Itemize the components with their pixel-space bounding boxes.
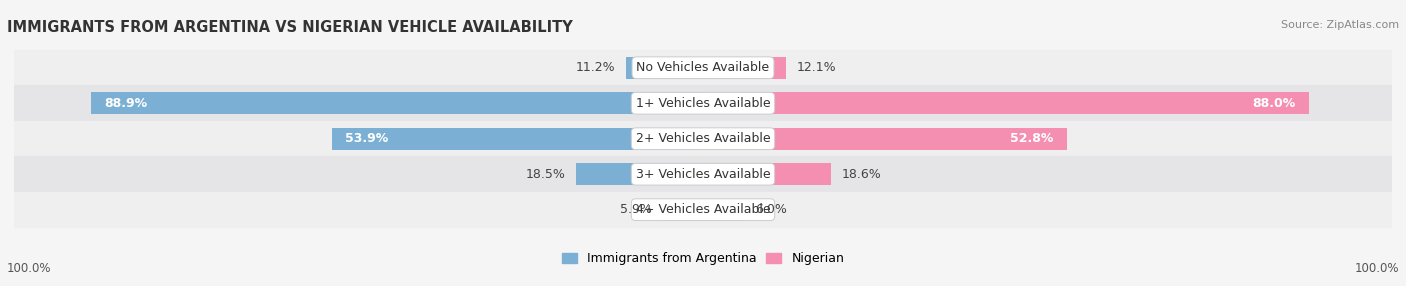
Text: 2+ Vehicles Available: 2+ Vehicles Available <box>636 132 770 145</box>
Bar <box>626 57 703 79</box>
Text: IMMIGRANTS FROM ARGENTINA VS NIGERIAN VEHICLE AVAILABILITY: IMMIGRANTS FROM ARGENTINA VS NIGERIAN VE… <box>7 20 572 35</box>
Bar <box>703 92 1309 114</box>
Text: 5.9%: 5.9% <box>620 203 652 216</box>
Bar <box>14 50 1392 86</box>
Text: 3+ Vehicles Available: 3+ Vehicles Available <box>636 168 770 181</box>
Bar <box>703 163 831 185</box>
Text: 100.0%: 100.0% <box>1354 262 1399 275</box>
Bar <box>14 121 1392 156</box>
Text: 88.0%: 88.0% <box>1253 97 1295 110</box>
Text: No Vehicles Available: No Vehicles Available <box>637 61 769 74</box>
Text: 1+ Vehicles Available: 1+ Vehicles Available <box>636 97 770 110</box>
Bar <box>332 128 703 150</box>
Text: 6.0%: 6.0% <box>755 203 786 216</box>
Bar <box>14 156 1392 192</box>
Text: 4+ Vehicles Available: 4+ Vehicles Available <box>636 203 770 216</box>
Legend: Immigrants from Argentina, Nigerian: Immigrants from Argentina, Nigerian <box>557 247 849 271</box>
Bar <box>703 57 786 79</box>
Text: 18.5%: 18.5% <box>526 168 565 181</box>
Text: 53.9%: 53.9% <box>346 132 388 145</box>
Text: 18.6%: 18.6% <box>841 168 882 181</box>
Bar <box>662 199 703 221</box>
Text: 12.1%: 12.1% <box>797 61 837 74</box>
Bar <box>14 192 1392 227</box>
Text: Source: ZipAtlas.com: Source: ZipAtlas.com <box>1281 20 1399 30</box>
Bar <box>575 163 703 185</box>
Bar <box>703 199 744 221</box>
Text: 88.9%: 88.9% <box>104 97 148 110</box>
Text: 11.2%: 11.2% <box>576 61 616 74</box>
Text: 52.8%: 52.8% <box>1010 132 1053 145</box>
Bar <box>90 92 703 114</box>
Text: 100.0%: 100.0% <box>7 262 52 275</box>
Bar <box>703 128 1067 150</box>
Bar <box>14 86 1392 121</box>
